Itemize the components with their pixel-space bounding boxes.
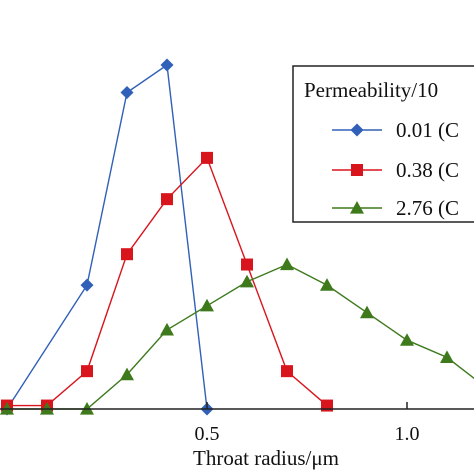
series-2-point xyxy=(161,193,173,206)
x-tick-label: 1.0 xyxy=(395,423,420,445)
legend-box xyxy=(292,65,474,223)
legend-label-1: 0.01 (C xyxy=(396,118,459,142)
series-3 xyxy=(0,257,474,415)
series-3-point xyxy=(400,333,414,346)
legend-label-2: 0.38 (C xyxy=(396,158,459,182)
series-1-point xyxy=(160,58,174,72)
series-3-point xyxy=(360,305,374,319)
legend-label-3: 2.76 (C xyxy=(396,196,459,220)
series-2-point xyxy=(121,248,133,261)
legend-marker-1 xyxy=(350,123,364,137)
legend-marker-3 xyxy=(350,201,364,214)
legend-items: 0.01 (C 0.38 (C 2.76 (C xyxy=(332,118,459,220)
series-2 xyxy=(1,151,333,412)
series-3-point xyxy=(160,322,174,336)
series-3-point xyxy=(440,350,454,363)
x-axis-ticks: 0.5 1.0 xyxy=(195,402,420,445)
series-3-point xyxy=(240,274,254,288)
series-1 xyxy=(0,58,214,416)
series-1-point xyxy=(80,278,94,292)
legend-marker-2 xyxy=(351,164,363,176)
series-2-point xyxy=(81,365,93,378)
x-axis-title: Throat radius/μm xyxy=(193,446,339,470)
legend: Permeability/10 0.01 (C 0.38 (C 2.76 (C xyxy=(292,65,474,223)
series-1-line xyxy=(6,63,208,410)
series-3-point xyxy=(280,257,294,271)
plot-area xyxy=(0,58,474,416)
series-3-point xyxy=(200,298,214,312)
legend-title: Permeability/10 xyxy=(304,78,438,102)
series-2-point xyxy=(201,151,213,164)
series-1-point xyxy=(120,86,134,100)
series-3-point xyxy=(120,367,134,381)
series-3-point xyxy=(320,278,334,291)
series-2-point xyxy=(321,399,333,412)
series-2-point xyxy=(281,365,293,378)
series-2-point xyxy=(241,258,253,271)
x-tick-label: 0.5 xyxy=(195,423,220,445)
series-3-line xyxy=(7,263,474,410)
